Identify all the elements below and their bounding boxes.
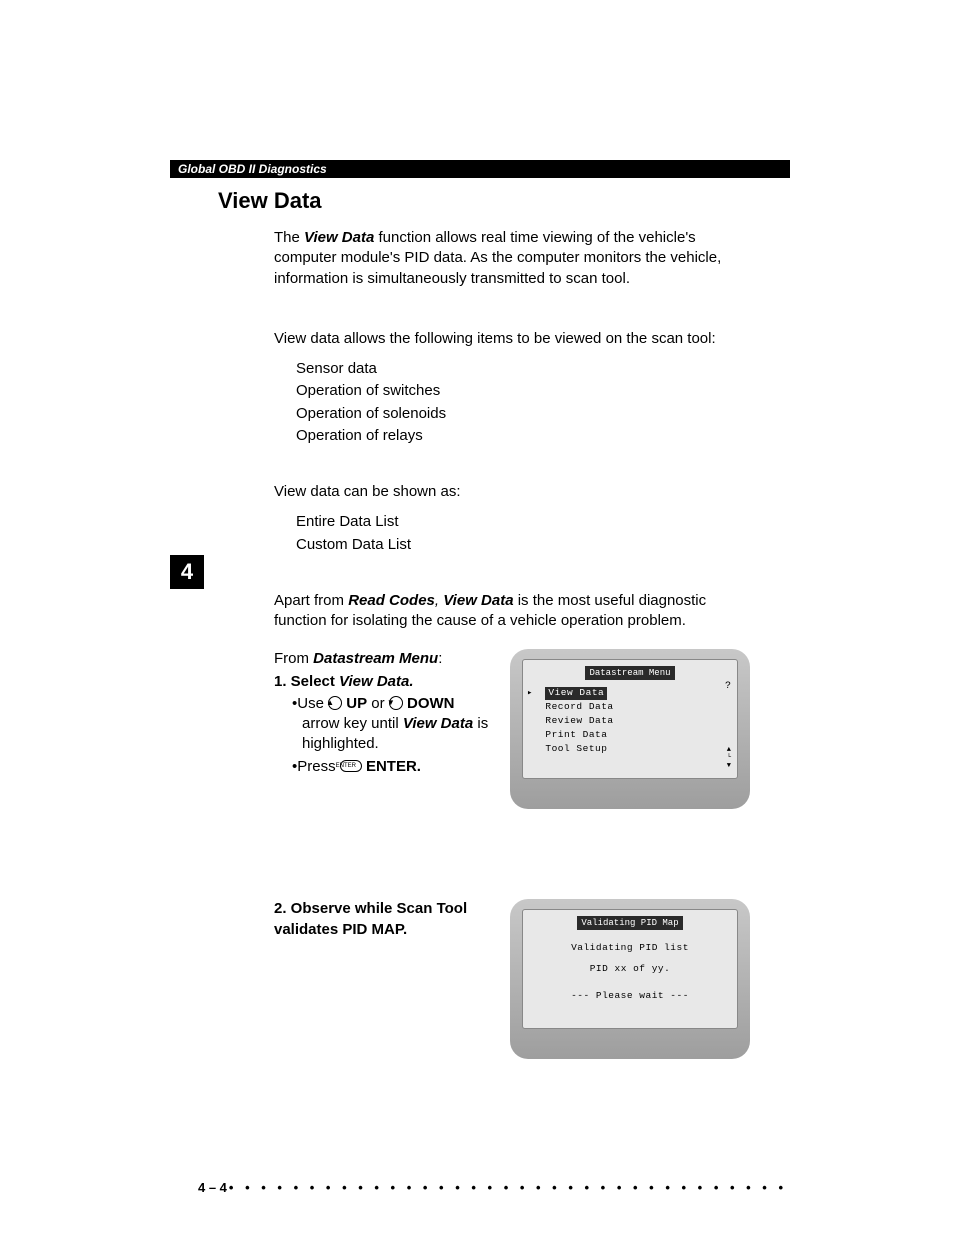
t: or [367, 695, 389, 712]
screen1-title: Datastream Menu [585, 666, 674, 680]
from-bold: Datastream Menu [313, 650, 438, 667]
intro-prefix: The [274, 229, 304, 246]
screen2-line1: Validating PID list [531, 942, 729, 955]
page-footer: 4 – 4 • • • • • • • • • • • • • • • • • … [198, 1180, 790, 1195]
body-text: The View Data function allows real time … [274, 228, 750, 1059]
menu-item: Tool Setup [531, 743, 729, 756]
apart-b1: Read Codes [348, 592, 435, 609]
page-content: Global OBD II Diagnostics View Data The … [170, 160, 790, 1099]
from-suffix: : [438, 650, 442, 667]
screen2-line3: --- Please wait --- [531, 990, 729, 1003]
step1-num: 1. Select [274, 673, 339, 690]
from-line: From Datastream Menu: [274, 649, 492, 669]
device-frame: Datastream Menu ▸ View Data Record Data … [510, 649, 750, 809]
down-arrow-icon: ▼ [389, 696, 403, 710]
footer-dots: • • • • • • • • • • • • • • • • • • • • … [229, 1180, 790, 1195]
t: Use [297, 695, 328, 712]
apart-p1: Apart from [274, 592, 348, 609]
allows-list: Sensor data Operation of switches Operat… [296, 359, 750, 446]
intro-paragraph: The View Data function allows real time … [274, 228, 750, 289]
menu-item: Review Data [531, 715, 729, 728]
allows-intro: View data allows the following items to … [274, 329, 750, 349]
step1-sub1: •Use ▲ UP or ▼ DOWN arrow key until View… [302, 694, 492, 755]
menu-item: Record Data [531, 701, 729, 714]
t: Record Data [545, 701, 613, 712]
shown-item: Entire Data List [296, 512, 750, 532]
header-bar: Global OBD II Diagnostics [170, 160, 790, 178]
help-icon: ? [725, 680, 731, 694]
t: Print Data [545, 729, 607, 740]
step2-label: 2. Observe while Scan Tool validates PID… [274, 899, 492, 940]
step1-label: 1. Select View Data. [274, 672, 492, 692]
allows-item: Sensor data [296, 359, 750, 379]
t: UP [342, 695, 367, 712]
apart-b2: View Data [443, 592, 513, 609]
t: Review Data [545, 715, 613, 726]
cursor-icon: ▸ [527, 687, 533, 699]
allows-item: Operation of relays [296, 426, 750, 446]
step2-device: Validating PID Map Validating PID list P… [510, 899, 750, 1059]
t: DOWN [403, 695, 455, 712]
apart-paragraph: Apart from Read Codes, View Data is the … [274, 591, 750, 632]
shown-intro: View data can be shown as: [274, 482, 750, 502]
allows-item: Operation of solenoids [296, 404, 750, 424]
apart-p2: , [435, 592, 443, 609]
t: View Data [403, 715, 473, 732]
scroll-indicator-icon: ▲└▼ [727, 746, 731, 770]
up-arrow-icon: ▲ [328, 696, 342, 710]
device-screen-2: Validating PID Map Validating PID list P… [522, 909, 738, 1029]
enter-icon: ENTER [340, 760, 362, 772]
menu-item: Print Data [531, 729, 729, 742]
menu-item: ▸ View Data [531, 687, 729, 700]
intro-bold: View Data [304, 229, 374, 246]
shown-item: Custom Data List [296, 535, 750, 555]
device-screen-1: Datastream Menu ▸ View Data Record Data … [522, 659, 738, 779]
t: arrow key until [302, 715, 403, 732]
device-frame: Validating PID Map Validating PID list P… [510, 899, 750, 1059]
allows-item: Operation of switches [296, 381, 750, 401]
page-number: 4 – 4 [198, 1180, 227, 1195]
step1-device: Datastream Menu ▸ View Data Record Data … [510, 649, 750, 809]
step1-bold: View Data. [339, 673, 413, 690]
t: ENTER. [362, 758, 421, 775]
step1-text: From Datastream Menu: 1. Select View Dat… [274, 649, 492, 779]
screen2-line2: PID xx of yy. [531, 963, 729, 976]
menu-selected: View Data [545, 687, 607, 700]
screen2-title: Validating PID Map [577, 916, 682, 930]
step1-row: From Datastream Menu: 1. Select View Dat… [274, 649, 750, 809]
shown-list: Entire Data List Custom Data List [296, 512, 750, 555]
section-title: View Data [218, 188, 790, 214]
step2-row: 2. Observe while Scan Tool validates PID… [274, 899, 750, 1059]
t: Tool Setup [545, 743, 607, 754]
from-prefix: From [274, 650, 313, 667]
step1-sub2: •Press ENTER ENTER. [302, 757, 492, 777]
t: Press [297, 758, 340, 775]
step2-text: 2. Observe while Scan Tool validates PID… [274, 899, 492, 942]
